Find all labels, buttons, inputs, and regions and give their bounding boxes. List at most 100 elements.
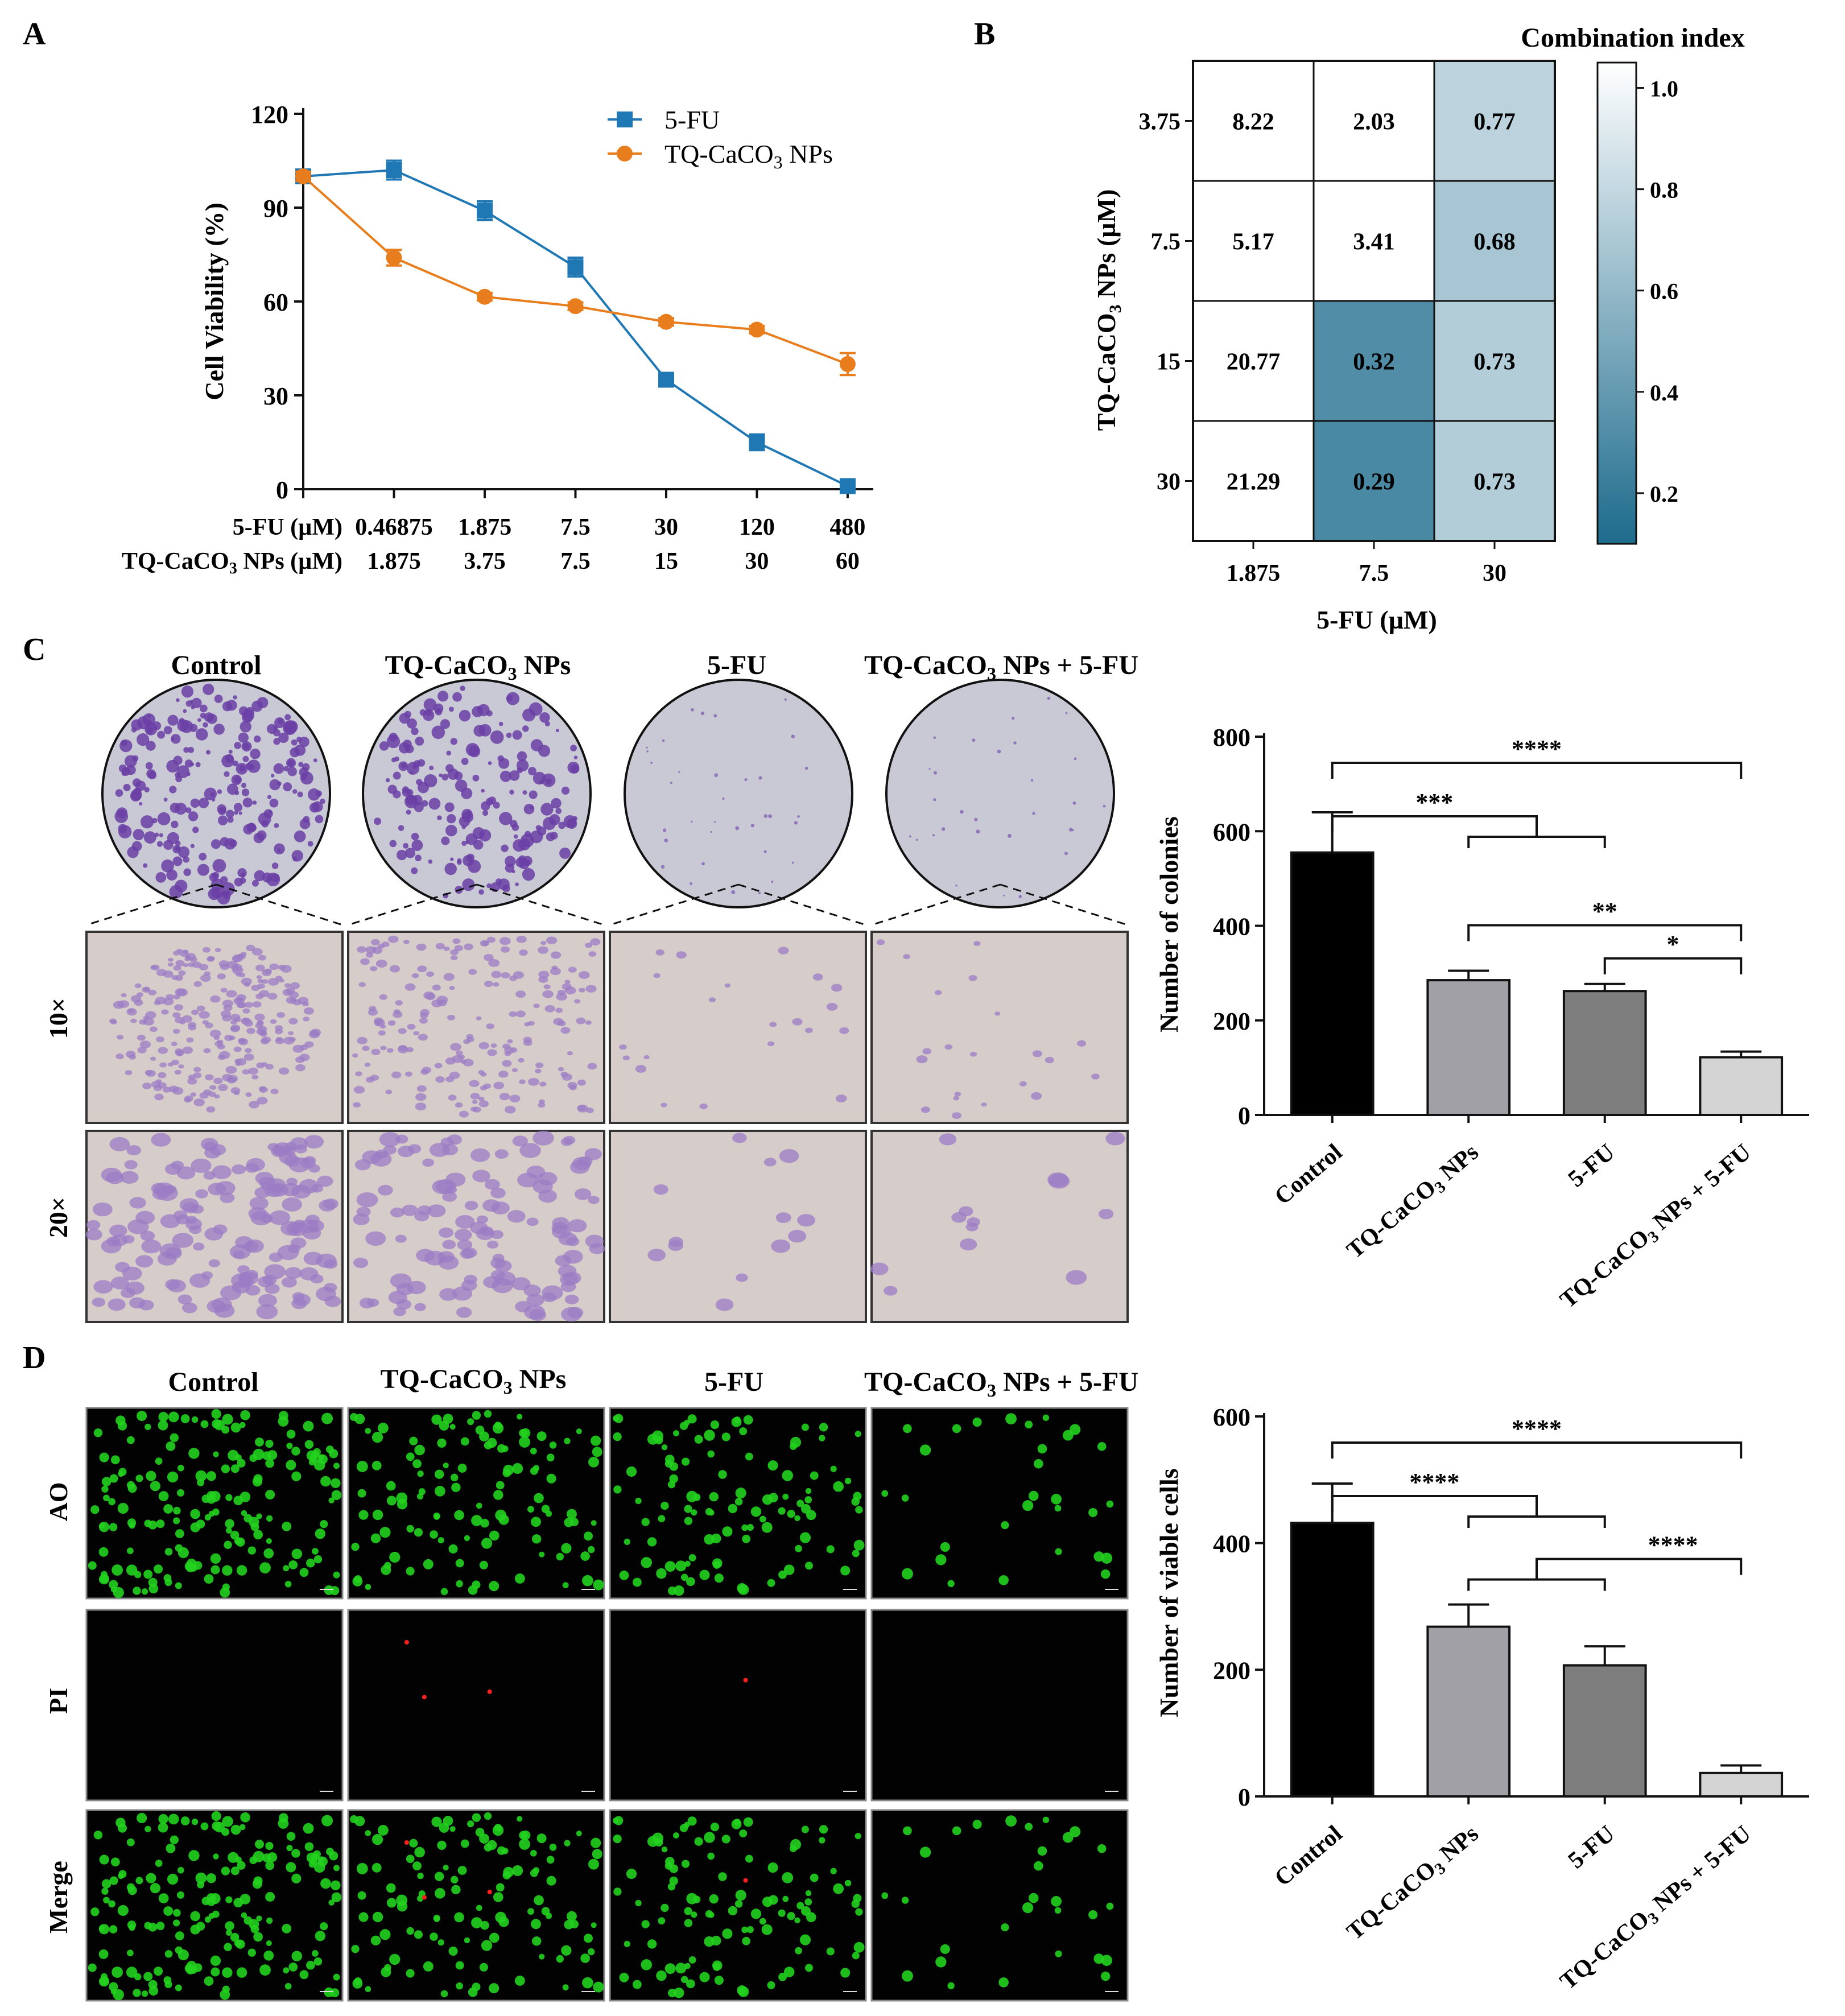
c-ytick-label: 600 [1213, 818, 1250, 846]
d-green-cell [304, 1842, 314, 1851]
c-cell [390, 1273, 412, 1288]
d-green-cell [472, 1813, 481, 1822]
d-green-cell [852, 1952, 860, 1960]
c-cell [139, 1040, 151, 1048]
d-green-cell [487, 1840, 497, 1850]
c-colony [203, 683, 214, 695]
d-green-cell [855, 1833, 861, 1840]
d-green-cell [691, 1911, 697, 1918]
c-cell [528, 1077, 539, 1086]
d-sig-bracket [1331, 1441, 1743, 1459]
d-green-cell [664, 1963, 676, 1974]
d-green-cell [669, 1462, 678, 1471]
d-green-cell [675, 1560, 687, 1572]
d-green-cell [396, 1492, 408, 1504]
c-colony [791, 861, 794, 864]
c-colony [522, 790, 527, 795]
c-cell [281, 1276, 297, 1288]
d-green-cell [129, 1924, 135, 1931]
c-colony [118, 824, 127, 833]
c-ytick-label: 400 [1213, 913, 1250, 941]
c-colony [505, 863, 515, 873]
c-cell [178, 1064, 184, 1069]
c-colony [217, 789, 222, 794]
c-cell [557, 990, 566, 996]
c-colony [404, 710, 411, 718]
c-cell [420, 1012, 428, 1019]
d-green-cell [804, 1898, 812, 1906]
c-colony [397, 849, 407, 861]
c-cell [552, 1217, 569, 1229]
c-cell [771, 1239, 791, 1253]
d-green-cell [308, 1861, 316, 1868]
c-cell [368, 1009, 378, 1016]
a-point-square [749, 434, 765, 451]
c-cell [568, 1219, 587, 1233]
d-green-cell [714, 1976, 724, 1985]
d-green-cell [190, 1522, 200, 1532]
c-cell [204, 971, 211, 976]
c-colony [933, 798, 936, 802]
c-colony [176, 698, 180, 703]
d-green-cell [98, 1547, 109, 1557]
c-cell [1047, 1172, 1068, 1187]
c-cell [487, 1049, 497, 1056]
c-colony [233, 695, 237, 700]
c-colony [251, 879, 259, 887]
d-green-cell [173, 1506, 181, 1515]
c-colony [646, 746, 648, 749]
a-point-circle [567, 298, 584, 315]
c-cell [148, 989, 157, 995]
c-cell [208, 1259, 220, 1267]
b-cell-label: 0.32 [1353, 349, 1395, 375]
c-cell [462, 1247, 477, 1258]
d-green-cell [855, 1908, 863, 1916]
c-cell [788, 1229, 807, 1243]
d-bar [1290, 1522, 1375, 1798]
c-colony [220, 876, 228, 884]
d-green-cell [1005, 1815, 1017, 1827]
d-green-cell [613, 1834, 622, 1844]
c-cell [622, 1055, 630, 1060]
d-green-cell [672, 1832, 679, 1839]
c-cell [109, 1018, 117, 1024]
c-colony [463, 855, 474, 866]
d-green-cell [101, 1485, 109, 1493]
c-cell [647, 1249, 666, 1262]
d-green-cell [200, 1420, 209, 1428]
d-green-cell [101, 1571, 108, 1578]
d-green-cell [584, 1531, 593, 1541]
c-cell [486, 1023, 495, 1030]
c-cell [159, 1062, 167, 1068]
c-cell [388, 935, 399, 943]
c-cell [251, 948, 263, 956]
c-colony [183, 747, 189, 753]
d-green-cell [782, 1872, 794, 1883]
d-green-cell [249, 1919, 259, 1930]
c-cell [493, 1081, 505, 1089]
c-cell [274, 1025, 283, 1031]
c-colony [269, 798, 279, 808]
c-colony [511, 870, 515, 874]
d-green-cell [175, 1582, 182, 1589]
d-green-cell [313, 1957, 323, 1966]
c-colony [460, 685, 465, 691]
d-green-cell [881, 1490, 889, 1497]
d-green-cell [168, 1813, 179, 1825]
c-colony [465, 743, 480, 757]
c-colony [441, 774, 449, 781]
d-green-cell [282, 1521, 292, 1531]
c-cell [278, 1067, 290, 1075]
c-colony [227, 816, 234, 823]
d-green-cell [191, 1818, 199, 1825]
d-green-cell [266, 1515, 273, 1522]
c-cell [523, 1284, 541, 1297]
c-colony [257, 830, 267, 841]
d-green-cell [315, 1931, 325, 1941]
d-green-cell [175, 1984, 182, 1992]
c-cell [167, 1062, 174, 1067]
c-cell [870, 1262, 889, 1275]
c-cell [585, 985, 597, 993]
d-micrograph [85, 1609, 344, 1802]
c-colony [163, 726, 172, 734]
